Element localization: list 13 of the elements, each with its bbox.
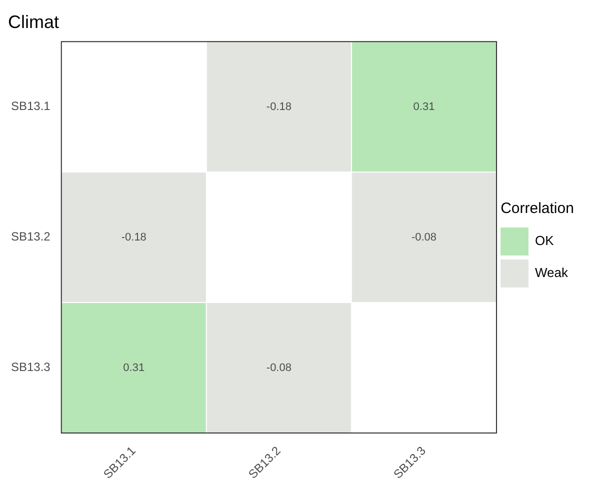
data-label: -0.08 <box>266 362 292 374</box>
data-label: -0.18 <box>266 100 292 113</box>
data-label: -0.18 <box>121 231 146 244</box>
y-tick-label: SB13.2 <box>10 230 51 244</box>
y-tick-label: SB13.3 <box>10 360 51 374</box>
legend-label: OK <box>535 233 554 248</box>
legend-label: Weak <box>535 265 568 280</box>
legend-title: Correlation <box>500 200 574 218</box>
data-label: -0.08 <box>411 231 437 244</box>
y-tick-label: SB13.1 <box>10 99 51 114</box>
data-label: 0.31 <box>123 362 145 374</box>
data-label: 0.31 <box>413 100 435 113</box>
chart-title: Climat <box>8 12 60 32</box>
